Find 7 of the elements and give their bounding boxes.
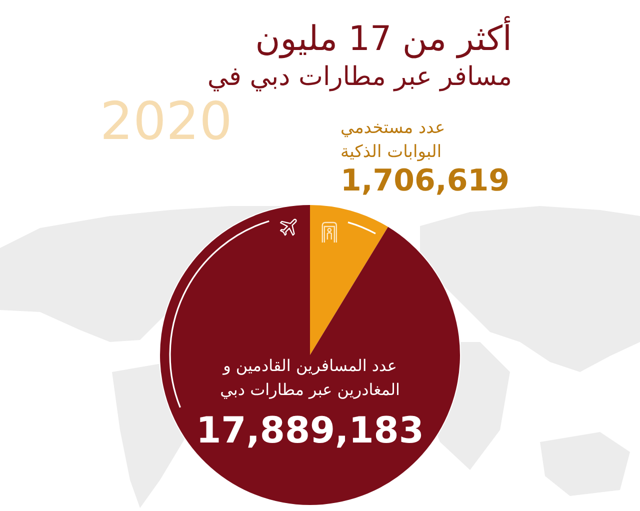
text: 2020	[100, 92, 232, 152]
data-label: 1,706,619	[340, 163, 510, 198]
chart-title: أكثر من 17 مليون	[254, 18, 512, 60]
chart-subtitle: مسافر عبر مطارات دبي في	[207, 61, 512, 94]
slice-label: عدد المسافرين القادمين و المغادرين عبر مطارات دبي	[220, 356, 400, 400]
slice-label: عدد مستخدمي البوابات الذكية	[340, 118, 446, 162]
data-label: 17,889,183	[196, 410, 424, 452]
